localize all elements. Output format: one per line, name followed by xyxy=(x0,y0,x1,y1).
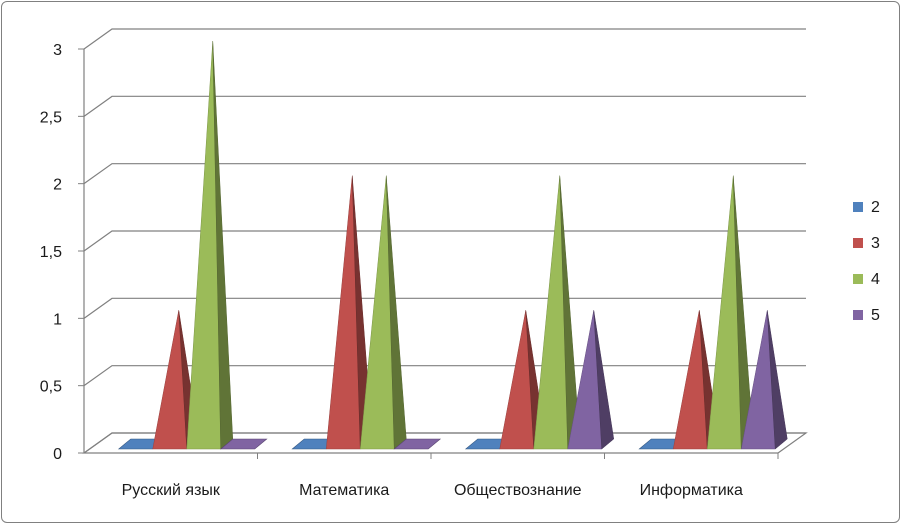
x-category-label: Русский язык xyxy=(122,482,221,499)
y-tick-label: 1,5 xyxy=(40,244,62,261)
bar-side-5-2 xyxy=(593,310,615,450)
legend-label-2: 2 xyxy=(871,199,880,216)
legend-label-4: 4 xyxy=(871,271,880,288)
legend: 2 3 4 5 xyxy=(853,199,880,324)
y-tick-label: 3 xyxy=(53,42,62,59)
y-tick-label: 1 xyxy=(53,311,62,328)
gridline xyxy=(83,365,806,387)
x-category-label: Обществознание xyxy=(454,482,582,499)
gridline xyxy=(83,297,806,319)
legend-swatch-5 xyxy=(853,310,863,320)
bar-series-5-1 xyxy=(393,438,442,450)
legend-label-5: 5 xyxy=(871,307,880,324)
y-tick-label: 2 xyxy=(53,177,62,194)
x-category-label: Информатика xyxy=(640,482,743,499)
bar-side-5-3 xyxy=(767,310,788,450)
gridline xyxy=(83,230,806,252)
y-tick-label: 2,5 xyxy=(40,109,62,126)
x-axis-labels: Русский язык Математика Обществознание Инфо… xyxy=(122,482,743,499)
y-axis-ticks: 0 0,5 1 1,5 2 2,5 3 xyxy=(40,42,84,463)
y-tick-label: 0,5 xyxy=(40,379,62,396)
legend-swatch-2 xyxy=(853,202,863,212)
bar-series-5-0 xyxy=(219,438,268,450)
y-tick-label: 0 xyxy=(53,446,62,463)
gridline xyxy=(83,28,806,50)
legend-swatch-3 xyxy=(853,238,863,248)
legend-swatch-4 xyxy=(853,274,863,284)
x-category-label: Математика xyxy=(299,482,389,499)
gridline xyxy=(83,95,806,117)
legend-label-3: 3 xyxy=(871,235,880,252)
gridline xyxy=(83,163,806,185)
data-marks xyxy=(117,40,788,450)
